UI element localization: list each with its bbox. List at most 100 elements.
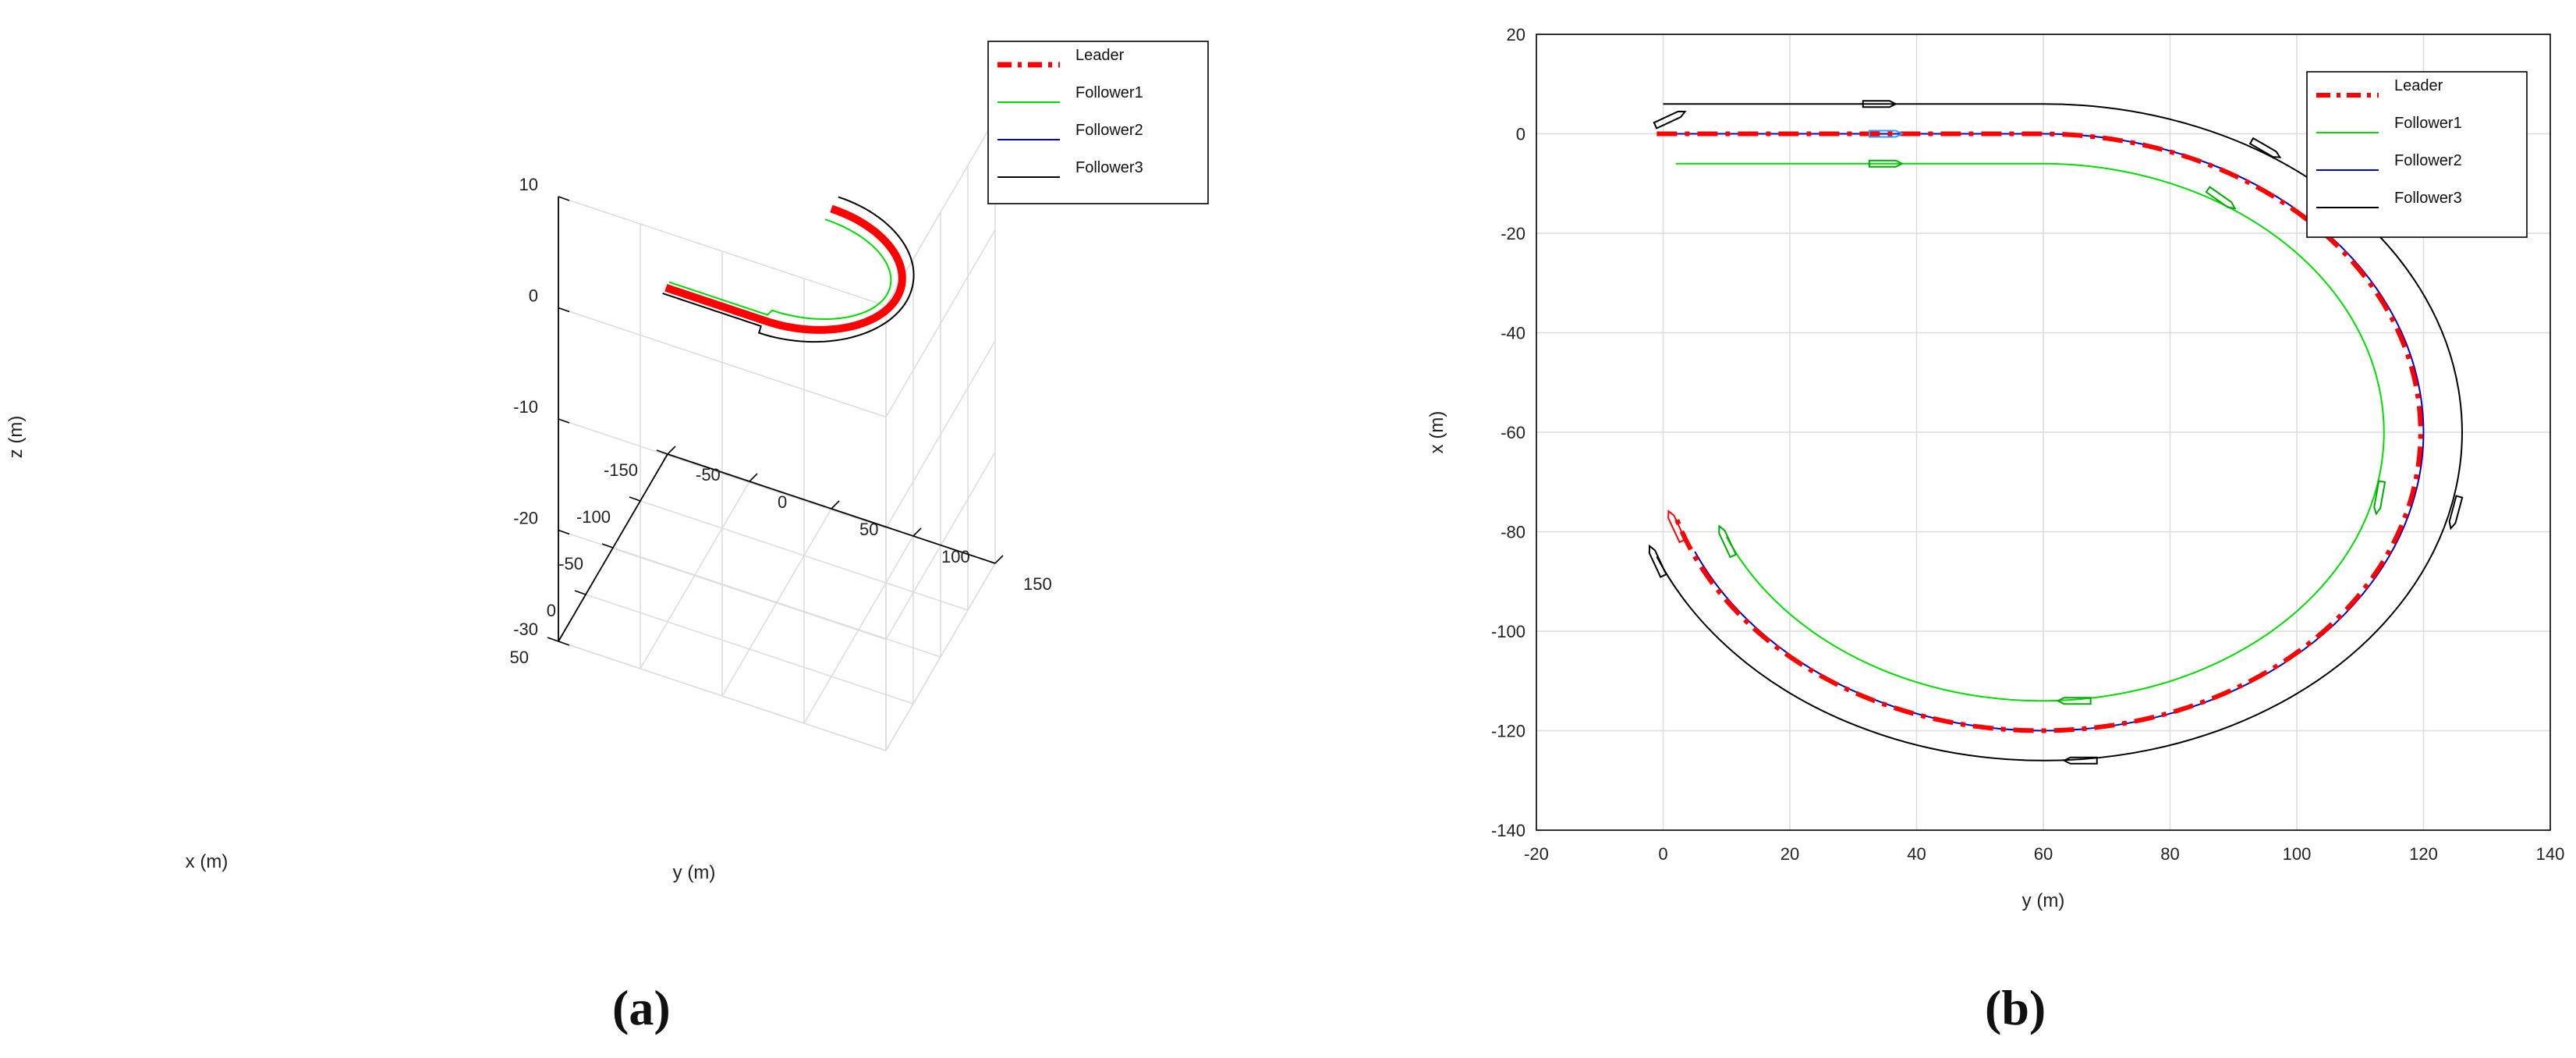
vessel-leader (1667, 509, 1687, 544)
y-tick-label: -20 (1501, 224, 1525, 243)
vessel-follower1-hull (2373, 480, 2386, 516)
gridline-floor-y (803, 535, 914, 724)
x-axis-label-b: y (m) (2022, 890, 2065, 911)
panel-a: -150-100-50050-50050100150-30-20-10010x … (5, 41, 1209, 883)
vessel-follower3 (2448, 495, 2464, 531)
x-tick-label: 40 (1907, 844, 1926, 864)
series3d-line-follower1 (668, 218, 892, 321)
x-tick (547, 637, 559, 642)
x-tick-label: -50 (558, 554, 583, 573)
y-axis-label-a: y (m) (673, 862, 716, 883)
z-tick-label: 0 (529, 286, 538, 306)
x-tick (574, 590, 586, 595)
x-tick-label: -150 (604, 460, 638, 480)
series-line-leader (1657, 131, 2423, 733)
z-tick (558, 196, 570, 201)
gridline-wall-z (558, 307, 887, 418)
z-tick-label: -20 (513, 509, 538, 528)
z-tick (558, 529, 570, 535)
vessel-follower3 (2062, 756, 2098, 765)
x-tick-label: -20 (1524, 844, 1549, 864)
x-tick-label: 80 (2160, 844, 2179, 864)
vessel-follower3 (1862, 100, 1897, 108)
vessel-follower1 (2205, 186, 2237, 210)
x-tick-label: 60 (2034, 844, 2053, 864)
vessel-follower3-hull (2448, 495, 2464, 531)
vessel-follower3 (1653, 110, 1687, 130)
z-tick (558, 641, 570, 646)
vessel-follower3-hull (1648, 544, 1667, 578)
y-tick (667, 446, 676, 455)
legend-a: Leader Follower1 Follower2 Follower3 (987, 41, 1209, 204)
x-tick (601, 543, 614, 549)
vessel-follower1-hull (2056, 697, 2092, 705)
vessel-follower1-hull (1868, 159, 1905, 168)
x-axis-label-a: x (m) (186, 851, 229, 872)
y-tick-label: -120 (1491, 722, 1525, 741)
vessel-follower3 (1648, 544, 1667, 578)
gridline-wall-z (558, 196, 887, 307)
y-tick-label: 0 (778, 492, 787, 512)
z-tick (558, 418, 570, 424)
y-tick-label: -140 (1491, 821, 1525, 840)
series-line-follower1 (1675, 162, 2385, 702)
vessel-follower1-hull (1718, 524, 1738, 559)
y-tick (912, 527, 922, 537)
x-tick-label: 120 (2409, 844, 2438, 864)
x-tick (629, 496, 641, 502)
y-tick-label: -80 (1501, 523, 1525, 542)
vessel-follower1 (1718, 524, 1738, 559)
gridline-wall-z (885, 229, 996, 417)
vessel-leader-hull (1667, 509, 1687, 544)
z-tick-label: 10 (519, 175, 538, 194)
vessel-follower3-hull (1862, 100, 1897, 108)
x-tick-label: 0 (1658, 844, 1667, 864)
legend-label-follower2: Follower2 (2394, 152, 2462, 169)
vessel-follower1 (2056, 697, 2092, 705)
y-tick-label: -100 (1491, 622, 1525, 641)
x-tick-label: -100 (576, 507, 611, 527)
y-tick (749, 473, 758, 482)
vessel-follower3 (2248, 137, 2282, 158)
legend-label-leader: Leader (1075, 47, 1125, 64)
y-tick-label: 150 (1023, 574, 1052, 594)
vessel-follower1 (2373, 480, 2386, 516)
z-tick-label: -30 (513, 620, 538, 639)
y-tick (994, 555, 1004, 564)
plot-frame-b (1536, 34, 2551, 831)
vessel-follower3-hull (1653, 110, 1687, 130)
panel-label-b: (b) (1985, 980, 2046, 1035)
x-tick-label: 140 (2536, 844, 2565, 864)
x-tick-label: 100 (2283, 844, 2312, 864)
y-tick-label: 0 (1516, 125, 1525, 144)
y-axis-label-b: x (m) (1426, 411, 1447, 454)
panel-label-a: (a) (612, 980, 671, 1035)
y-tick-label: 50 (859, 520, 878, 539)
series3d-line-follower3 (662, 196, 915, 343)
gridline-wall-z (885, 563, 996, 751)
legend-label-follower3: Follower3 (2394, 190, 2462, 207)
z-tick (558, 307, 570, 313)
legend-label-leader: Leader (2394, 77, 2443, 94)
vessel-follower2-hull (1868, 130, 1905, 138)
vessel-follower1-hull (2205, 186, 2237, 210)
y-tick-label: 20 (1507, 25, 1525, 44)
legend-b: Leader Follower1 Follower2 Follower3 (2306, 71, 2528, 238)
legend-label-follower3: Follower3 (1075, 159, 1143, 176)
series3d-line-leader (664, 204, 906, 334)
vessel-follower3-hull (2062, 756, 2098, 765)
legend-box-b (2306, 71, 2528, 238)
y-tick-label: -40 (1501, 324, 1525, 343)
z-tick-label: -10 (513, 397, 538, 417)
x-tick-label: 20 (1781, 844, 1799, 864)
legend-label-follower2: Follower2 (1075, 122, 1143, 139)
panel-b: -20 0 20 40 60 80 100 120 140 -140 -120 -100 -80 -60 -… (1426, 25, 2564, 911)
y-tick-label: 100 (941, 547, 970, 566)
vessel-follower2 (1868, 130, 1905, 138)
gridline-wall-z (558, 418, 887, 529)
gridline-wall-z (885, 340, 996, 529)
x-tick-label: 50 (510, 648, 529, 667)
y-tick (831, 500, 840, 509)
vessel-follower1 (1868, 159, 1905, 168)
legend-label-follower1: Follower1 (2394, 115, 2462, 132)
